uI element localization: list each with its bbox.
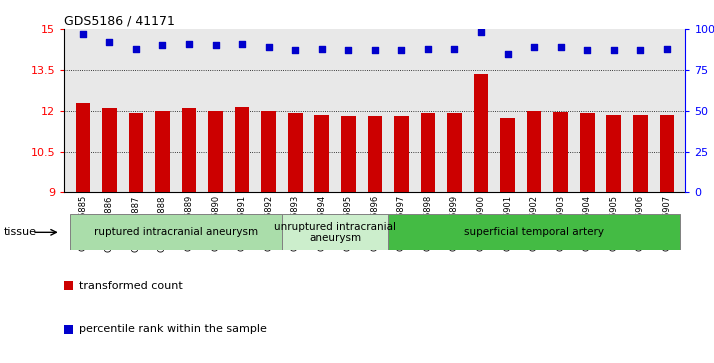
Text: GDS5186 / 41171: GDS5186 / 41171 <box>64 15 175 28</box>
Bar <box>288 113 303 192</box>
Point <box>502 51 513 57</box>
Bar <box>553 112 568 192</box>
Bar <box>580 113 595 192</box>
Bar <box>235 107 249 192</box>
Bar <box>501 118 515 192</box>
Text: unruptured intracranial
aneurysm: unruptured intracranial aneurysm <box>274 221 396 243</box>
Bar <box>473 74 488 192</box>
Point <box>263 44 274 50</box>
Bar <box>527 111 541 192</box>
Point <box>369 48 381 53</box>
Point <box>343 48 354 53</box>
Bar <box>314 115 329 192</box>
Bar <box>633 115 648 192</box>
Bar <box>69 214 282 250</box>
Point <box>183 41 195 46</box>
Point <box>130 46 141 52</box>
Bar <box>368 116 382 192</box>
Bar <box>155 111 170 192</box>
Bar <box>102 108 116 192</box>
Bar <box>208 111 223 192</box>
Point <box>661 46 673 52</box>
Point <box>396 48 407 53</box>
Bar <box>421 113 436 192</box>
Point <box>476 29 487 35</box>
Bar <box>282 214 388 250</box>
Point <box>581 48 593 53</box>
Bar <box>447 113 462 192</box>
Point <box>157 42 169 48</box>
Text: ruptured intracranial aneurysm: ruptured intracranial aneurysm <box>94 227 258 237</box>
Point <box>528 44 540 50</box>
Bar <box>76 102 90 192</box>
Point <box>608 48 620 53</box>
Text: tissue: tissue <box>4 227 36 237</box>
Bar <box>129 113 144 192</box>
Bar <box>660 115 674 192</box>
Point <box>289 48 301 53</box>
Bar <box>606 115 621 192</box>
Bar <box>388 214 680 250</box>
Bar <box>182 108 196 192</box>
Point <box>449 46 461 52</box>
Point <box>236 41 248 46</box>
Text: transformed count: transformed count <box>79 281 182 291</box>
Point <box>316 46 328 52</box>
Text: percentile rank within the sample: percentile rank within the sample <box>79 325 266 334</box>
Text: superficial temporal artery: superficial temporal artery <box>464 227 604 237</box>
Bar <box>261 111 276 192</box>
Bar <box>394 116 408 192</box>
Point <box>104 39 115 45</box>
Bar <box>341 116 356 192</box>
Point <box>635 48 646 53</box>
Point <box>422 46 433 52</box>
Point <box>555 44 566 50</box>
Point <box>77 31 89 37</box>
Point <box>210 42 221 48</box>
